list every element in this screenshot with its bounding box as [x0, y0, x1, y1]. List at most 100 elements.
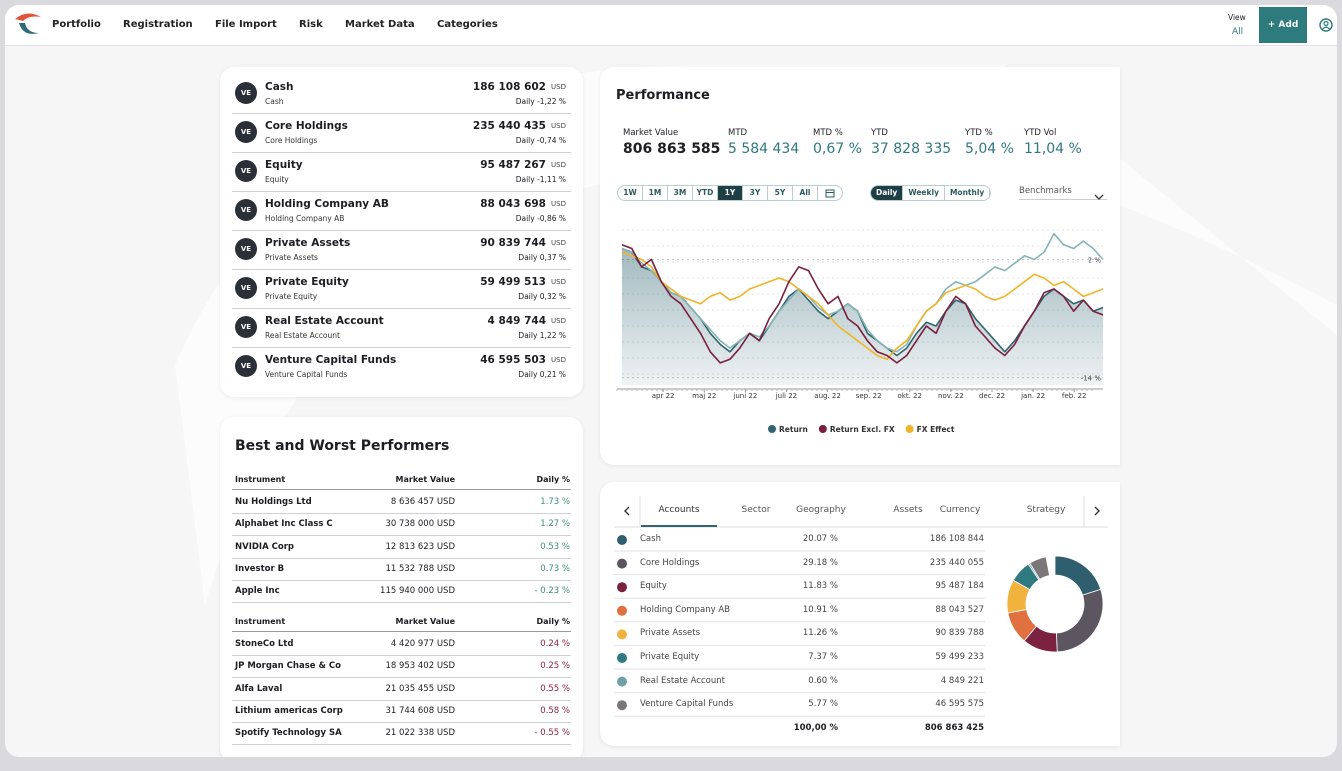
row-value: 90 839 788	[935, 628, 984, 639]
range-button[interactable]: 3Y	[743, 186, 768, 200]
series-line	[621, 232, 1104, 353]
account-unit: USD	[551, 83, 566, 91]
benchmarks-dropdown[interactable]: Benchmarks	[1019, 186, 1107, 200]
add-button[interactable]: + Add	[1259, 7, 1307, 43]
row-share: 7.37 %	[808, 652, 838, 662]
row-name: Private Equity	[640, 652, 700, 662]
row-swatch	[617, 582, 627, 593]
series-line	[621, 251, 1104, 360]
instrument-name: Alphabet Inc Class C	[235, 519, 333, 530]
user-icon[interactable]	[1319, 18, 1333, 32]
view-value[interactable]: All	[1232, 27, 1244, 37]
account-value: 186 108 602	[472, 81, 546, 93]
range-button[interactable]: All	[793, 186, 818, 200]
instrument-name: JP Morgan Chase & Co	[235, 661, 341, 672]
calendar-button[interactable]	[818, 186, 842, 200]
row-value: 95 487 184	[935, 581, 984, 592]
account-name: Real Estate Account	[265, 315, 384, 327]
top-nav: Portfolio Registration File Import Risk Mark…	[5, 5, 1337, 46]
account-daily: Daily -0,86 %	[515, 214, 566, 223]
tab[interactable]: Currency	[939, 505, 981, 515]
metric-value: 5,04 %	[965, 141, 1014, 157]
daily-change: 0.58 %	[540, 705, 570, 716]
account-badge: VE	[235, 160, 257, 182]
range-button[interactable]: 1M	[643, 186, 668, 200]
market-value: 21 035 455 USD	[385, 683, 455, 694]
metric-label: Market Value	[623, 128, 679, 138]
nav-item[interactable]: Market Data	[345, 19, 415, 30]
range-button[interactable]: YTD	[693, 186, 718, 200]
account-name: Venture Capital Funds	[265, 354, 397, 366]
tab[interactable]: Strategy	[1026, 505, 1066, 515]
row-name: Equity	[640, 581, 667, 592]
account-value: 235 440 435	[472, 120, 546, 132]
range-button[interactable]: 1W	[618, 186, 643, 200]
range-button[interactable]: 1Y	[718, 186, 743, 200]
tab[interactable]: Accounts	[658, 505, 700, 515]
account-daily: Daily -0,74 %	[515, 136, 566, 145]
active-tab-indicator	[641, 525, 717, 527]
tab[interactable]: Assets	[893, 505, 923, 515]
account-unit: USD	[551, 278, 566, 286]
account-daily: Daily 0,32 %	[518, 292, 566, 301]
donut-segment	[1055, 588, 1104, 653]
allocation-graphics	[614, 496, 1108, 717]
series-line	[621, 244, 1104, 364]
separator	[232, 113, 571, 114]
tab[interactable]: Sector	[741, 505, 771, 515]
accounts-card: VE Cash Cash USD 186 108 602 Daily -1,22 % VE C…	[220, 67, 583, 397]
row-name: Real Estate Account	[640, 675, 725, 686]
metric-label: YTD	[871, 128, 888, 138]
market-value: 31 744 608 USD	[385, 705, 455, 716]
account-value: 4 849 744	[487, 315, 546, 327]
daily-change: 1.27 %	[540, 519, 570, 530]
tab[interactable]: Geography	[796, 505, 846, 515]
range-button[interactable]: 3M	[668, 186, 693, 200]
market-value: 11 532 788 USD	[385, 563, 455, 574]
market-value: 8 636 457 USD	[390, 497, 455, 507]
account-value: 59 499 513	[480, 276, 546, 288]
separator	[232, 191, 571, 192]
tab-next	[1094, 506, 1100, 516]
row-name: Venture Capital Funds	[640, 699, 734, 710]
range-selector: 1W 1M 3M YTD 1Y 3Y 5Y All	[617, 185, 843, 201]
market-value: 30 738 000 USD	[385, 519, 455, 530]
total-share: 100,00 %	[793, 722, 838, 733]
account-unit: USD	[551, 200, 566, 208]
nav-item[interactable]: Categories	[437, 19, 498, 30]
daily-change: 0.55 %	[540, 683, 570, 694]
instrument-name: Apple Inc	[235, 586, 280, 597]
separator	[232, 308, 571, 309]
separator	[232, 602, 571, 604]
nav-item[interactable]: File Import	[215, 19, 277, 30]
account-sub: Private Equity	[265, 292, 318, 301]
x-tick-label: okt. 22	[898, 392, 922, 400]
row-value: 59 499 233	[935, 652, 984, 662]
range-button[interactable]: 5Y	[768, 186, 793, 200]
metric-label: YTD %	[965, 128, 993, 138]
account-badge: VE	[235, 238, 257, 260]
x-tick-label: nov. 22	[938, 392, 964, 400]
metric-value: 11,04 %	[1024, 141, 1082, 157]
x-tick-label: apr 22	[652, 392, 675, 400]
legend-label: FX Effect	[917, 425, 955, 434]
metric-value: 0,67 %	[813, 141, 862, 157]
column-header: Daily %	[536, 475, 570, 484]
daily-change: - 0.23 %	[534, 586, 570, 597]
nav-item[interactable]: Registration	[123, 19, 193, 30]
x-tick-label: juli 22	[775, 392, 797, 400]
nav-menu: Portfolio Registration File Import Risk Mark…	[52, 5, 498, 45]
nav-item[interactable]: Risk	[299, 19, 323, 30]
daily-change: 0.24 %	[540, 639, 570, 649]
frequency-button[interactable]: Weekly	[903, 186, 945, 200]
account-unit: USD	[551, 122, 566, 130]
x-tick-label: maj 22	[692, 392, 716, 400]
instrument-name: Alfa Laval	[235, 683, 283, 694]
account-name: Core Holdings	[265, 120, 348, 132]
account-sub: Private Assets	[265, 253, 318, 262]
market-value: 21 022 338 USD	[385, 728, 455, 739]
nav-item[interactable]: Portfolio	[52, 19, 101, 30]
frequency-button[interactable]: Daily	[871, 186, 904, 200]
frequency-button[interactable]: Monthly	[945, 186, 991, 200]
row-swatch	[617, 605, 627, 616]
